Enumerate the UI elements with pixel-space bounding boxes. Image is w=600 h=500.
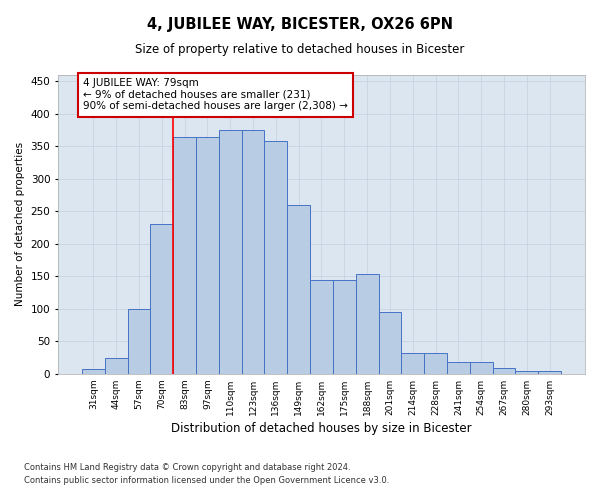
Bar bbox=[242, 130, 265, 374]
Bar bbox=[151, 224, 173, 374]
Bar bbox=[196, 136, 219, 374]
Bar bbox=[379, 312, 401, 374]
Bar bbox=[447, 362, 470, 374]
Bar bbox=[219, 130, 242, 374]
Bar bbox=[310, 280, 333, 374]
Text: Contains public sector information licensed under the Open Government Licence v3: Contains public sector information licen… bbox=[24, 476, 389, 485]
Bar bbox=[424, 353, 447, 374]
Bar bbox=[105, 358, 128, 374]
Bar bbox=[493, 368, 515, 374]
Bar bbox=[470, 362, 493, 374]
Bar bbox=[82, 368, 105, 374]
Bar bbox=[538, 371, 561, 374]
Text: Size of property relative to detached houses in Bicester: Size of property relative to detached ho… bbox=[136, 42, 464, 56]
Bar bbox=[173, 136, 196, 374]
Text: 4, JUBILEE WAY, BICESTER, OX26 6PN: 4, JUBILEE WAY, BICESTER, OX26 6PN bbox=[147, 18, 453, 32]
X-axis label: Distribution of detached houses by size in Bicester: Distribution of detached houses by size … bbox=[171, 422, 472, 435]
Text: Contains HM Land Registry data © Crown copyright and database right 2024.: Contains HM Land Registry data © Crown c… bbox=[24, 462, 350, 471]
Bar bbox=[287, 205, 310, 374]
Bar bbox=[356, 274, 379, 374]
Bar bbox=[515, 371, 538, 374]
Y-axis label: Number of detached properties: Number of detached properties bbox=[15, 142, 25, 306]
Bar bbox=[401, 353, 424, 374]
Bar bbox=[128, 309, 151, 374]
Bar bbox=[265, 142, 287, 374]
Bar bbox=[333, 280, 356, 374]
Text: 4 JUBILEE WAY: 79sqm
← 9% of detached houses are smaller (231)
90% of semi-detac: 4 JUBILEE WAY: 79sqm ← 9% of detached ho… bbox=[83, 78, 348, 112]
